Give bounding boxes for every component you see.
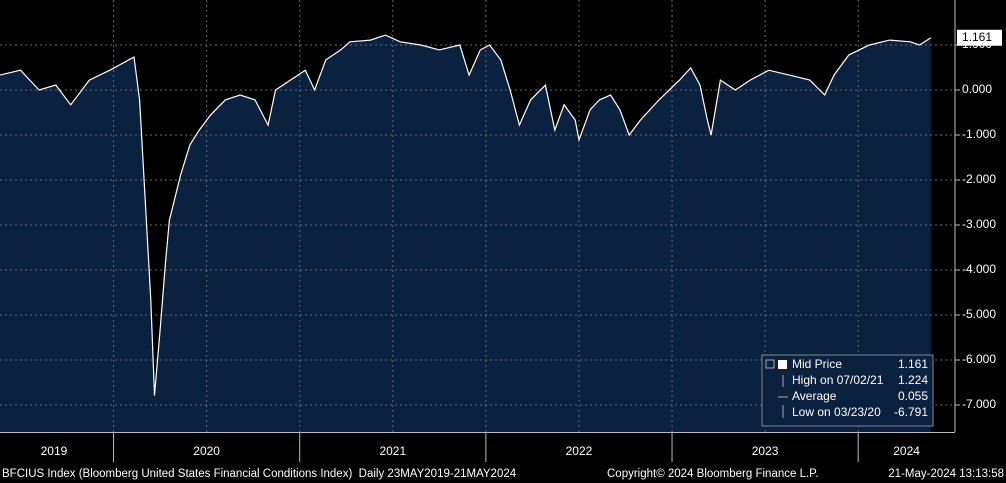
x-tick-label: 2022 bbox=[566, 444, 593, 458]
x-tick-label: 2023 bbox=[752, 444, 779, 458]
y-tick-label: -4.000 bbox=[962, 262, 996, 276]
y-tick-label: -5.000 bbox=[962, 307, 996, 321]
legend-label: Mid Price bbox=[792, 357, 842, 371]
legend-value: 0.055 bbox=[898, 389, 928, 403]
x-tick-label: 2021 bbox=[379, 444, 406, 458]
legend-label: High on 07/02/21 bbox=[792, 373, 884, 387]
x-axis-band bbox=[0, 432, 1006, 462]
last-value-label: 1.161 bbox=[962, 30, 992, 44]
legend-value: 1.224 bbox=[898, 373, 928, 387]
legend: Mid Price 1.161 High on 07/02/21 1.224 Ave… bbox=[761, 354, 934, 427]
legend-value: -6.791 bbox=[894, 405, 928, 419]
last-value-tag bbox=[957, 29, 1002, 46]
area-fill bbox=[0, 35, 931, 432]
y-tick-label: -6.000 bbox=[962, 352, 996, 366]
y-axis-band bbox=[955, 0, 1006, 432]
y-tick-label: -3.000 bbox=[962, 217, 996, 231]
legend-label: Average bbox=[792, 389, 837, 403]
legend-toggle bbox=[765, 359, 775, 369]
legend-value: 1.161 bbox=[898, 357, 928, 371]
legend-swatch bbox=[778, 360, 787, 369]
footer-right: 21-May-2024 13:13:58 bbox=[888, 468, 1004, 480]
y-tick-label: -7.000 bbox=[962, 397, 996, 411]
legend-label: Low on 03/23/20 bbox=[792, 405, 881, 419]
x-tick-label: 2024 bbox=[893, 444, 920, 458]
x-tick-label: 2019 bbox=[41, 444, 68, 458]
footer-middle: Copyright© 2024 Bloomberg Finance L.P. bbox=[607, 468, 819, 480]
x-tick-label: 2020 bbox=[193, 444, 220, 458]
y-tick-label: -2.000 bbox=[962, 172, 996, 186]
legend-box bbox=[761, 354, 934, 427]
footer-left: BFCIUS Index (Bloomberg United States Fi… bbox=[2, 468, 517, 480]
plot bbox=[0, 0, 955, 432]
y-tick-label: 0.000 bbox=[962, 82, 992, 96]
y-tick-label: -1.000 bbox=[962, 127, 996, 141]
price-line bbox=[0, 34, 932, 396]
